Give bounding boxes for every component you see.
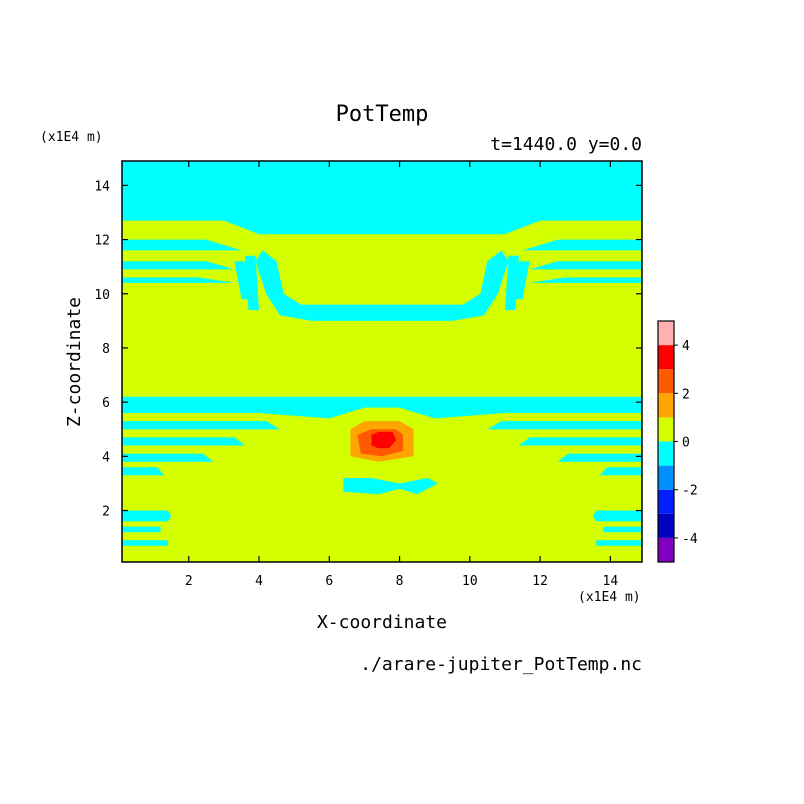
region-mid-right-band-2 [519, 437, 642, 446]
region-mid-left-band-2 [122, 437, 245, 446]
colorbar-tick-label: 2 [682, 387, 690, 402]
region-mid-wide-band [122, 396, 642, 419]
colorbar-segment [658, 417, 674, 442]
colorbar-segment [658, 513, 674, 538]
region-upper-u-shape [255, 250, 509, 321]
colorbar-segment [658, 441, 674, 466]
region-lower-center-blob [343, 478, 439, 495]
colorbar-segment [658, 321, 674, 346]
region-band-right-3 [529, 277, 642, 283]
region-upper-strip-right-b [505, 255, 519, 310]
source-file-label: ./arare-jupiter_PotTemp.nc [360, 654, 642, 675]
colorbar-tick-label: 4 [682, 339, 690, 354]
y-tick-label: 6 [102, 396, 110, 411]
colorbar-tick-label: -2 [682, 484, 698, 499]
x-tick-label: 8 [396, 574, 404, 589]
colorbar-segment [658, 345, 674, 370]
y-tick-label: 8 [102, 342, 110, 357]
region-bottom-left-3 [122, 540, 168, 546]
region-bottom-left-2 [122, 526, 161, 533]
plot-area [122, 161, 642, 562]
x-tick-label: 10 [462, 574, 478, 589]
colorbar-segment [658, 465, 674, 490]
region-mid-left-band-3 [122, 453, 214, 462]
colorbar-segment [658, 489, 674, 514]
axes: 2 4 6 8 10 12 14 2 4 6 8 10 12 14 [94, 160, 643, 589]
chart-title: PotTemp [336, 102, 429, 127]
y-tick-label: 14 [94, 179, 110, 194]
region-band-left-2 [122, 261, 235, 270]
colorbar-tick-label: -4 [682, 532, 698, 547]
y-tick-label: 4 [102, 450, 110, 465]
region-mid-right-band-1 [487, 421, 642, 430]
colorbar-segment [658, 369, 674, 394]
region-band-right-2 [529, 261, 642, 270]
region-mid-left-band-4 [122, 467, 165, 476]
x-tick-label: 4 [255, 574, 263, 589]
x-axis-label: X-coordinate [317, 612, 447, 633]
time-label: t=1440.0 y=0.0 [490, 134, 642, 155]
x-tick-label: 12 [532, 574, 548, 589]
x-tick-label: 6 [325, 574, 333, 589]
region-bottom-right-1 [592, 510, 642, 522]
region-bottom-right-2 [603, 526, 642, 533]
region-top-cold-layer [122, 161, 642, 235]
x-tick-label: 14 [603, 574, 619, 589]
y-tick-label: 2 [102, 505, 110, 520]
region-band-right-1 [522, 239, 642, 251]
region-upper-strip-left-b [245, 255, 259, 310]
region-mid-left-band-1 [122, 421, 281, 430]
colorbar-segment [658, 537, 674, 562]
colorbar-tick-label: 0 [682, 436, 690, 451]
colorbar-segment [658, 393, 674, 418]
y-unit-label: (x1E4 m) [40, 130, 103, 145]
region-warm-bubble-core [371, 431, 397, 449]
plot-frame [121, 160, 643, 563]
y-tick-label: 12 [94, 234, 110, 249]
x-tick-label: 2 [185, 574, 193, 589]
region-band-left-3 [122, 277, 235, 283]
region-mid-right-band-3 [557, 453, 642, 462]
region-mid-right-band-4 [599, 467, 642, 476]
y-tick-label: 10 [94, 288, 110, 303]
region-band-left-1 [122, 239, 242, 251]
colorbar: -4 -2 0 2 4 [657, 320, 698, 563]
region-bottom-left-1 [122, 510, 172, 522]
y-axis-label: Z-coordinate [64, 297, 85, 427]
region-bottom-right-3 [596, 540, 642, 546]
x-unit-label: (x1E4 m) [578, 590, 641, 605]
